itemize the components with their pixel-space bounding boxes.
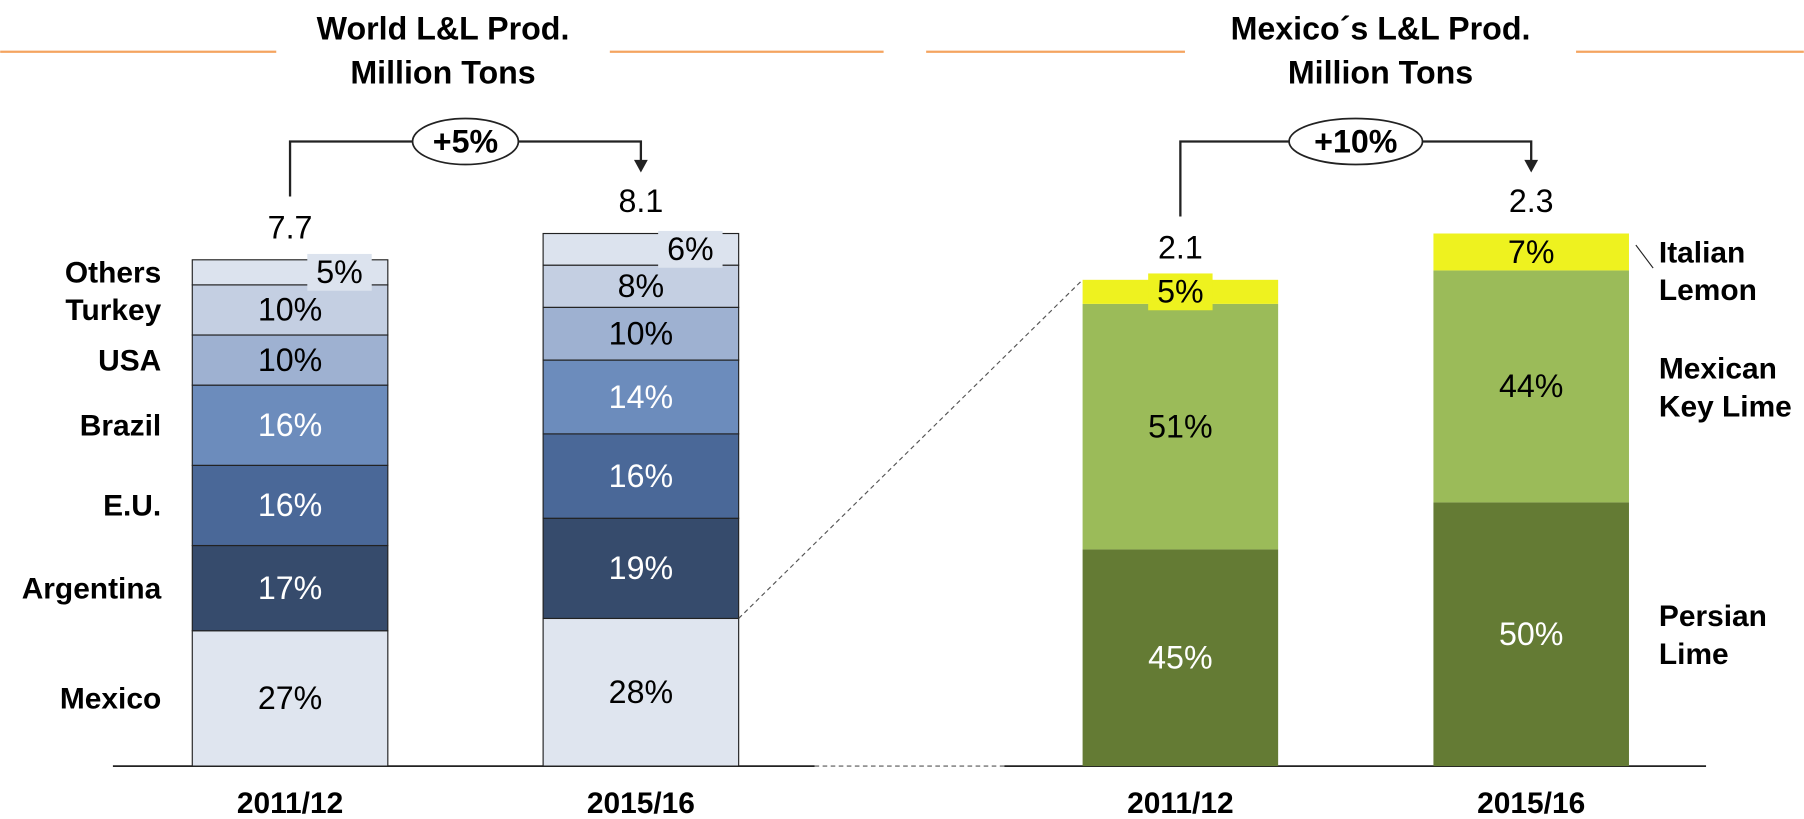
legend-line: Lemon (1659, 274, 1757, 307)
growth-badge (1288, 117, 1424, 166)
value-label: 5% (1157, 274, 1204, 310)
value-label: 7% (1508, 234, 1555, 270)
value-label: 14% (609, 379, 673, 415)
legend-leader (1635, 244, 1654, 269)
legend-label: USA (98, 344, 161, 377)
value-label: 19% (609, 550, 673, 586)
value-label: 16% (609, 458, 673, 494)
growth-arrow (633, 159, 648, 173)
legend-label: Argentina (22, 572, 162, 605)
x-tick-label: 2015/16 (1477, 787, 1585, 819)
legend-line: Mexican (1659, 352, 1777, 385)
value-label: 5% (316, 254, 363, 290)
bar-segment (542, 517, 740, 620)
value-label: 16% (258, 407, 322, 443)
value-label: 6% (667, 231, 714, 267)
bar-segment (1433, 270, 1629, 503)
value-label: 10% (609, 315, 673, 351)
value-label: 16% (258, 487, 322, 523)
bar-segment (542, 264, 740, 308)
value-label: 28% (609, 674, 673, 710)
label-bg (1148, 273, 1213, 311)
value-label: 10% (258, 342, 322, 378)
legend-label: Persian Lime (1659, 600, 1767, 671)
value-label: 51% (1148, 408, 1212, 444)
legend-label: Italian Lemon (1659, 236, 1757, 307)
bar-segment (191, 284, 389, 336)
legend-label: Mexican Key Lime (1659, 352, 1792, 423)
chart-title: World L&L Prod. (317, 11, 570, 47)
legend-line: Italian (1659, 236, 1745, 269)
legend-label: E.U. (103, 490, 161, 523)
value-label: 45% (1148, 640, 1212, 676)
bar-segment (542, 617, 740, 767)
legend-label: Mexico (60, 683, 161, 716)
label-bg (307, 253, 372, 291)
bar-segment (1082, 303, 1279, 550)
legend-line: Lime (1659, 638, 1729, 671)
value-label: 27% (258, 680, 322, 716)
bar-segment (191, 464, 389, 547)
total-label: 2.1 (1158, 229, 1203, 265)
bar-segment (1082, 549, 1279, 767)
total-label: 2.3 (1509, 183, 1554, 219)
zoom-line (738, 279, 1083, 619)
value-label: 17% (258, 570, 322, 606)
value-label: 50% (1499, 616, 1563, 652)
value-label: 8% (618, 268, 665, 304)
growth-badge (411, 117, 520, 166)
chart-title: Mexico´s L&L Prod. (1231, 11, 1531, 47)
growth-label: +5% (433, 123, 498, 159)
chart-subtitle: Million Tons (1288, 54, 1473, 90)
bar-segment (191, 630, 389, 767)
legend-label: Others (65, 257, 161, 290)
bar-segment (1433, 502, 1629, 767)
bar-segment (1433, 233, 1629, 271)
x-tick-label: 2011/12 (1127, 787, 1233, 819)
value-label: 10% (258, 292, 322, 328)
growth-label: +10% (1314, 123, 1397, 159)
legend-label: Turkey (65, 294, 161, 327)
legend-line: Persian (1659, 600, 1767, 633)
legend-line: Key Lime (1659, 390, 1792, 423)
label-bg (658, 230, 723, 268)
total-label: 8.1 (619, 183, 664, 219)
legend-label: Brazil (80, 409, 161, 442)
x-tick-label: 2015/16 (587, 787, 695, 819)
chart-subtitle: Million Tons (350, 54, 535, 90)
bar-segment (542, 359, 740, 435)
bar-segment (191, 384, 389, 466)
x-tick-label: 2011/12 (237, 787, 343, 819)
value-label: 44% (1499, 368, 1563, 404)
growth-arrow (1524, 159, 1539, 173)
bar-segment (542, 306, 740, 361)
bar-segment (542, 433, 740, 519)
bar-segment (191, 334, 389, 386)
total-label: 7.7 (268, 209, 313, 245)
